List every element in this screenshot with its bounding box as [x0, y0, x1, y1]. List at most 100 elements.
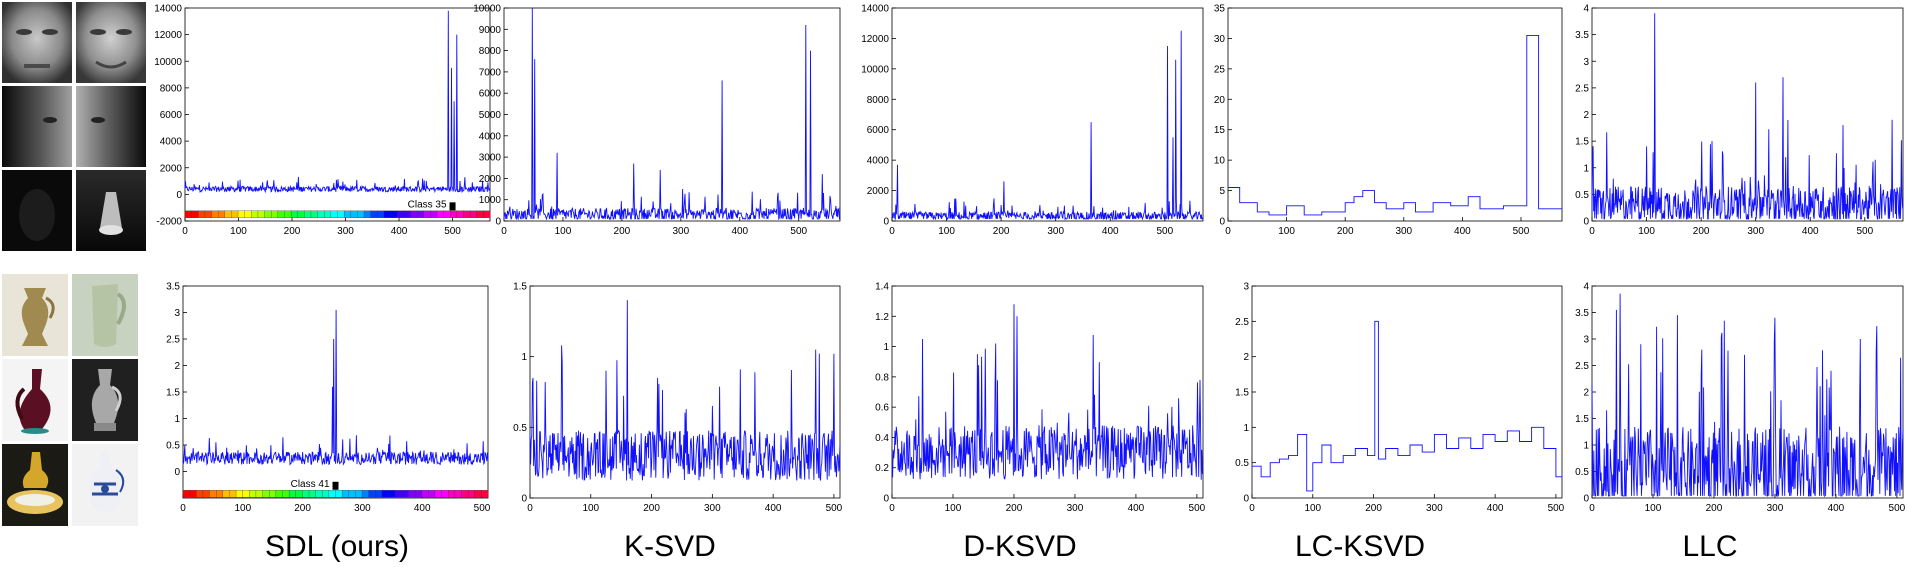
colorbar-cell [483, 210, 491, 218]
y-tick-label: 2000 [867, 186, 890, 197]
y-tick-label: 10000 [861, 64, 889, 75]
x-tick-label: 500 [826, 503, 843, 514]
colorbar-cell [383, 210, 391, 218]
y-tick-label: 7000 [479, 67, 502, 78]
colorbar-cell [436, 210, 445, 218]
colorbar-cell [355, 490, 363, 498]
colorbar-cell [237, 210, 246, 218]
method-label-lcksvd: LC-KSVD [1294, 530, 1426, 563]
colorbar-cell [295, 490, 303, 498]
vase-thumbnail [2, 444, 68, 526]
y-tick-label: 2.5 [1235, 317, 1249, 328]
y-tick-label: 1.5 [166, 388, 180, 399]
y-tick-label: 3 [1583, 335, 1589, 346]
colorbar-cell [350, 210, 358, 218]
y-tick-label: 0.5 [1575, 467, 1589, 478]
y-tick-label: 3.5 [1575, 308, 1589, 319]
x-tick-label: 300 [1426, 503, 1443, 514]
chart-panel: 0100020003000400050006000700080009000100… [473, 4, 841, 237]
colorbar-cell [434, 490, 443, 498]
y-tick-label: 5 [1219, 186, 1225, 197]
colorbar-cell [288, 490, 297, 498]
colorbar-cell [218, 210, 226, 218]
plot-frame [1227, 7, 1563, 222]
colorbar-cell [229, 490, 237, 498]
colorbar-cell [202, 490, 210, 498]
y-tick-label: 10000 [154, 57, 182, 68]
colorbar-cell [222, 490, 230, 498]
chart-panel: 0 5 10 15 20 25 30 35 0 100 200 300 400 500 [1214, 4, 1563, 237]
colorbar-cell [357, 210, 365, 218]
y-tick-label: 0.4 [875, 433, 889, 444]
x-tick-label: 0 [180, 503, 186, 514]
y-tick-label: 1 [521, 352, 527, 363]
colorbar-cell [448, 490, 456, 498]
colorbar-cell [423, 210, 431, 218]
colorbar-cell [271, 210, 279, 218]
face-thumbnail [2, 170, 72, 251]
x-tick-label: 300 [354, 503, 371, 514]
class-label: Class 35 [408, 199, 447, 210]
y-tick-label: 4000 [479, 131, 502, 142]
colorbar-cell [410, 210, 418, 218]
colorbar-cell [282, 490, 290, 498]
class-label: Class 41 [291, 479, 330, 490]
colorbar-cell [375, 490, 383, 498]
colorbar-cell [443, 210, 451, 218]
chart-panel: 0 0.5 1 1.5 2 2.5 3 3.5 4 0 100 200 300 400 500 [1575, 282, 1906, 515]
colorbar-cell [461, 490, 469, 498]
colorbar-cell [269, 490, 277, 498]
colorbar-cell [317, 210, 325, 218]
y-tick-label: 12000 [861, 34, 889, 45]
x-tick-label: 500 [474, 503, 491, 514]
y-tick-label: 2 [1583, 388, 1589, 399]
y-tick-label: 6000 [867, 125, 890, 136]
x-tick-label: 300 [337, 226, 354, 237]
face-thumbnail [76, 2, 146, 83]
y-tick-label: 3.5 [1575, 30, 1589, 41]
y-tick-label: 0 [1219, 217, 1225, 228]
y-tick-label: 1 [1243, 423, 1249, 434]
series-line [184, 10, 491, 194]
x-tick-label: 100 [1304, 503, 1321, 514]
vase-thumbnail [2, 274, 68, 356]
y-tick-label: 3 [174, 308, 180, 319]
colorbar-cell [403, 210, 411, 218]
vase-thumbnail [72, 359, 138, 441]
x-tick-label: 400 [1487, 503, 1504, 514]
colorbar-cell [414, 490, 423, 498]
y-tick-label: 2.5 [1575, 361, 1589, 372]
series-line [182, 309, 489, 466]
colorbar-cell [370, 210, 378, 218]
x-tick-label: 400 [731, 226, 748, 237]
colorbar-cell [249, 490, 257, 498]
y-tick-label: 10 [1214, 156, 1226, 167]
x-tick-label: 200 [1365, 503, 1382, 514]
colorbar-cell [335, 490, 343, 498]
x-tick-label: 300 [1767, 503, 1784, 514]
y-tick-label: 1.5 [1235, 388, 1249, 399]
x-tick-label: 300 [1047, 226, 1064, 237]
colorbar-cell [297, 210, 305, 218]
colorbar-cell [277, 210, 285, 218]
colorbar-cell [231, 210, 239, 218]
x-tick-label: 100 [938, 226, 955, 237]
colorbar-cell [430, 210, 438, 218]
y-tick-label: 0 [176, 190, 182, 201]
y-tick-label: 3 [1583, 57, 1589, 68]
colorbar-cell [401, 490, 409, 498]
colorbar-cell [456, 210, 464, 218]
y-tick-label: 35 [1214, 4, 1226, 15]
y-tick-label: 6000 [479, 89, 502, 100]
colorbar-cell [368, 490, 376, 498]
colorbar-cell [481, 490, 489, 498]
chart-panel: 0 0.5 1 1.5 2 2.5 3 3.5 0 100 200 300 400 500 Class 41 [166, 282, 491, 515]
colorbar-cell [454, 490, 462, 498]
y-tick-label: 9000 [479, 25, 502, 36]
x-tick-label: 100 [1638, 226, 1655, 237]
y-tick-label: 2.5 [166, 335, 180, 346]
colorbar-cell [463, 210, 471, 218]
plot-frame [891, 7, 1204, 222]
x-tick-label: 400 [1128, 503, 1145, 514]
y-tick-label: 20 [1214, 95, 1226, 106]
